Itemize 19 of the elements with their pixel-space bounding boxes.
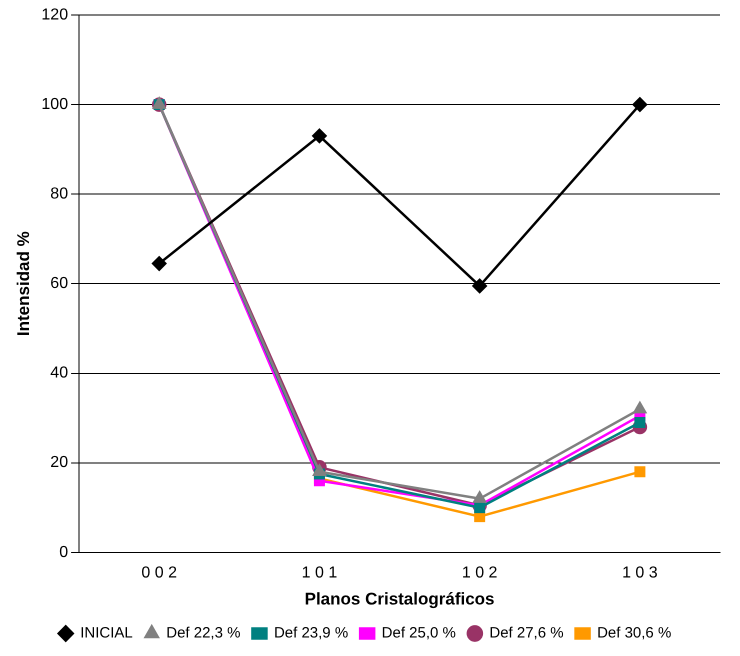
legend-label: Def 30,6 %	[597, 624, 672, 642]
legend-label: INICIAL	[80, 624, 133, 642]
y-tick-label: 120	[41, 6, 68, 24]
legend-label: Def 22,3 %	[166, 624, 240, 642]
y-tick-label: 60	[50, 275, 68, 292]
x-tick-label: 1 0 1	[302, 564, 338, 582]
y-tick-label: 40	[50, 364, 68, 382]
y-axis-title: Intensidad %	[14, 231, 33, 336]
y-tick-label: 20	[50, 454, 68, 472]
y-tick-label: 80	[50, 186, 68, 203]
legend-label: Def 27,6 %	[489, 624, 564, 642]
x-tick-label: 1 0 2	[462, 564, 498, 582]
y-tick-label: 0	[59, 544, 68, 561]
legend-label: Def 23,9 %	[274, 624, 348, 642]
x-axis-title: Planos Cristalográficos	[304, 589, 494, 608]
x-tick-label: 1 0 3	[622, 564, 658, 582]
legend-label: Def 25,0 %	[382, 624, 456, 642]
y-tick-label: 100	[41, 96, 68, 113]
x-tick-label: 0 0 2	[141, 564, 178, 582]
